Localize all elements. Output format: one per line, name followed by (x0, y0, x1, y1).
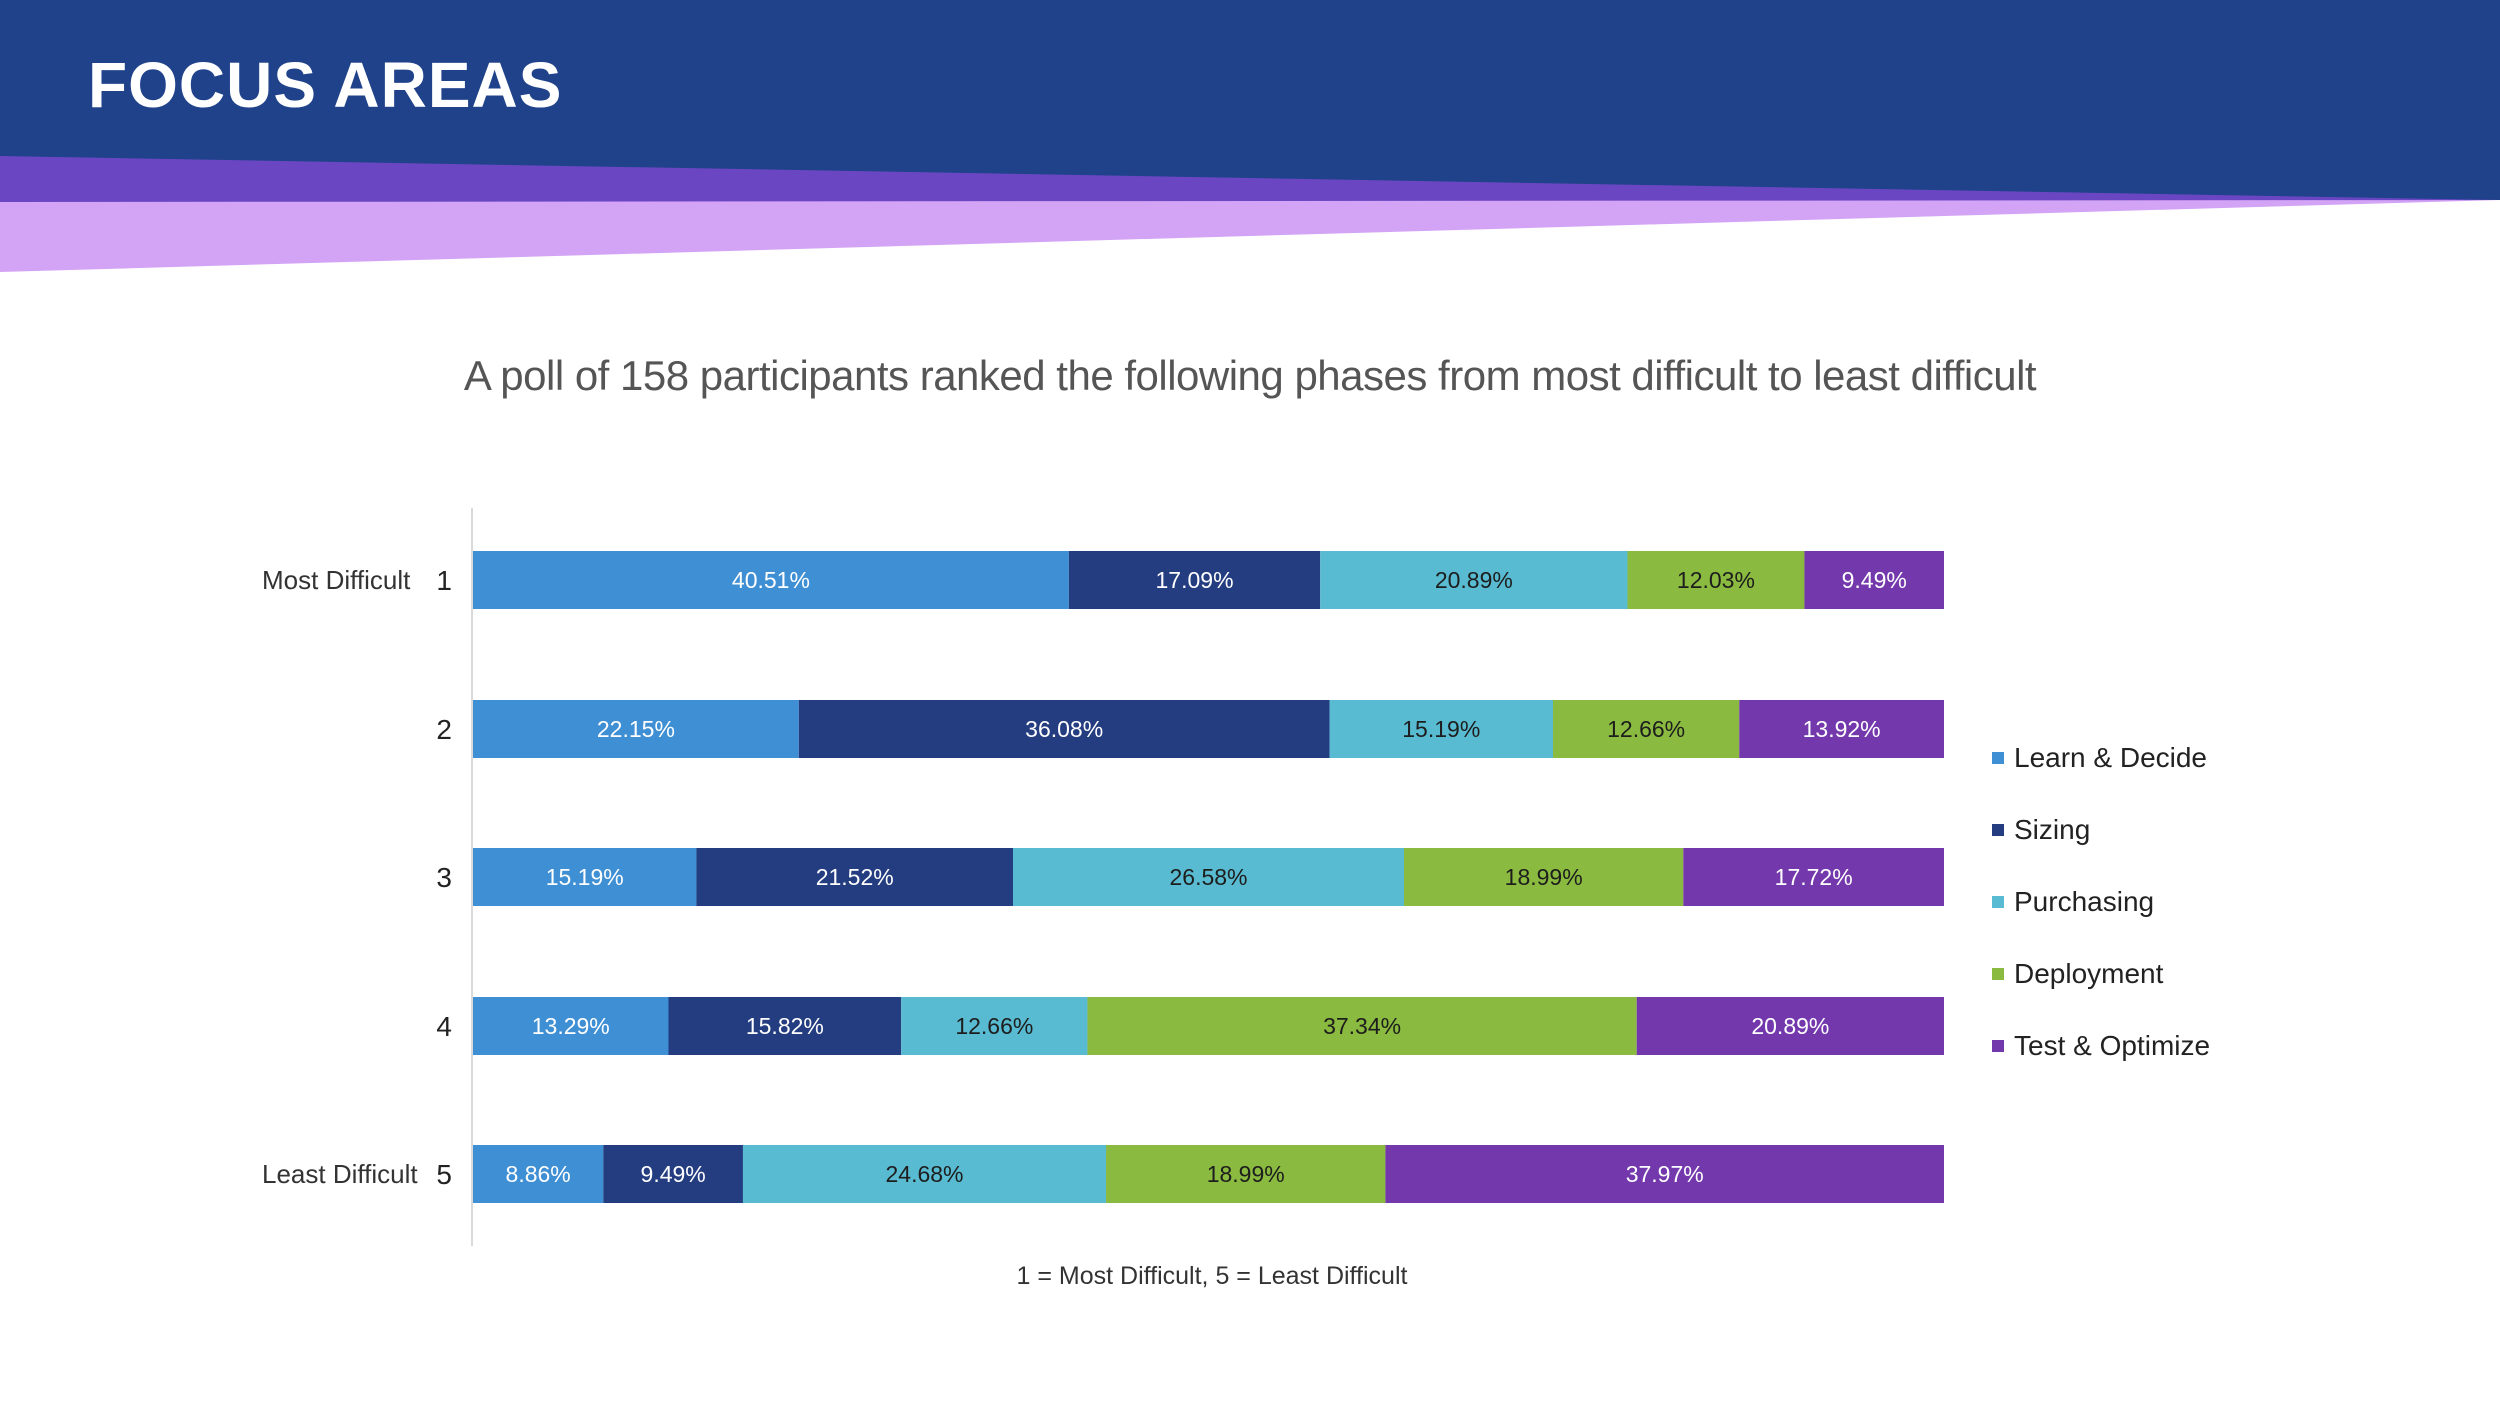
y-tick-label-5: 5 (436, 1159, 452, 1190)
bar-segment-2-3 (1329, 700, 1554, 758)
legend-item-4: Deployment (1992, 938, 2210, 1010)
bar-segment-1-2 (1068, 551, 1321, 609)
y-tick-label-3: 3 (436, 862, 452, 893)
bar-segment-2-1 (473, 700, 799, 758)
legend-label: Purchasing (2014, 886, 2155, 917)
data-label-2-1: 22.15% (597, 716, 675, 742)
data-label-1-2: 17.09% (1156, 567, 1234, 593)
data-label-4-1: 13.29% (532, 1013, 610, 1039)
legend-item-3: Purchasing (1992, 866, 2210, 938)
header-stripe-purple (0, 156, 2500, 202)
data-label-2-2: 36.08% (1025, 716, 1103, 742)
bar-segment-4-4 (1087, 997, 1637, 1055)
legend-swatch (1992, 896, 2004, 908)
bar-segment-4-3 (901, 997, 1088, 1055)
legend-item-1: Learn & Decide (1992, 722, 2210, 794)
data-label-5-1: 8.86% (506, 1161, 571, 1187)
chart-legend: Learn & Decide Sizing Purchasing Deployment… (1992, 722, 2210, 1082)
page-title: FOCUS AREAS (88, 49, 563, 121)
bar-segment-1-1 (473, 551, 1069, 609)
data-label-3-2: 21.52% (816, 864, 894, 890)
bar-segment-4-5 (1636, 997, 1944, 1055)
data-label-3-4: 18.99% (1505, 864, 1583, 890)
legend-item-2: Sizing (1992, 794, 2210, 866)
data-label-3-3: 26.58% (1169, 864, 1247, 890)
legend-label: Learn & Decide (2014, 742, 2208, 773)
legend-swatch (1992, 752, 2004, 764)
bar-segment-3-5 (1683, 848, 1944, 906)
bar-segment-3-2 (696, 848, 1014, 906)
bar-segment-2-5 (1739, 700, 1944, 758)
legend-swatch (1992, 1040, 2004, 1052)
header-stripe-lavender (0, 200, 2500, 272)
axis-note: 1 = Most Difficult, 5 = Least Difficult (1016, 1262, 1408, 1290)
bar-segment-3-3 (1013, 848, 1404, 906)
bar-segment-2-4 (1553, 700, 1740, 758)
header-band (0, 0, 2500, 272)
data-label-4-3: 12.66% (955, 1013, 1033, 1039)
y-tick-label-4: 4 (436, 1011, 452, 1042)
data-label-1-5: 9.49% (1842, 567, 1907, 593)
data-label-3-5: 17.72% (1775, 864, 1853, 890)
data-label-5-5: 37.97% (1626, 1161, 1704, 1187)
legend-item-5: Test & Optimize (1992, 1010, 2210, 1082)
legend-label: Deployment (2014, 958, 2164, 989)
data-label-5-2: 9.49% (641, 1161, 706, 1187)
legend-label: Test & Optimize (2014, 1030, 2211, 1061)
data-label-2-3: 15.19% (1402, 716, 1480, 742)
bar-segment-4-2 (668, 997, 902, 1055)
legend-swatch (1992, 968, 2004, 980)
data-label-1-3: 20.89% (1435, 567, 1513, 593)
bar-segment-1-4 (1627, 551, 1805, 609)
data-label-2-4: 12.66% (1607, 716, 1685, 742)
data-label-1-4: 12.03% (1677, 567, 1755, 593)
data-label-4-4: 37.34% (1323, 1013, 1401, 1039)
row-description-5: Least Difficult (262, 1159, 418, 1189)
data-label-4-2: 15.82% (746, 1013, 824, 1039)
bar-segment-3-1 (473, 848, 697, 906)
bar-segment-5-5 (1385, 1145, 1944, 1203)
bar-segment-2-2 (798, 700, 1330, 758)
data-label-3-1: 15.19% (546, 864, 624, 890)
bar-segment-3-4 (1403, 848, 1684, 906)
bar-segment-5-4 (1106, 1145, 1386, 1203)
data-label-5-3: 24.68% (885, 1161, 963, 1187)
y-tick-label-2: 2 (436, 714, 452, 745)
data-label-2-5: 13.92% (1803, 716, 1881, 742)
bar-segment-5-3 (742, 1145, 1107, 1203)
bar-segment-1-5 (1804, 551, 1944, 609)
bar-segment-5-1 (473, 1145, 604, 1203)
bar-segment-4-1 (473, 997, 669, 1055)
data-label-1-1: 40.51% (732, 567, 810, 593)
data-label-4-5: 20.89% (1751, 1013, 1829, 1039)
legend-label: Sizing (2014, 814, 2091, 845)
chart-subtitle: A poll of 158 participants ranked the fo… (463, 352, 2037, 399)
legend-swatch (1992, 824, 2004, 836)
data-label-5-4: 18.99% (1207, 1161, 1285, 1187)
y-tick-label-1: 1 (436, 565, 452, 596)
bar-segment-5-2 (603, 1145, 743, 1203)
bar-segment-1-3 (1320, 551, 1628, 609)
row-description-1: Most Difficult (262, 565, 411, 595)
